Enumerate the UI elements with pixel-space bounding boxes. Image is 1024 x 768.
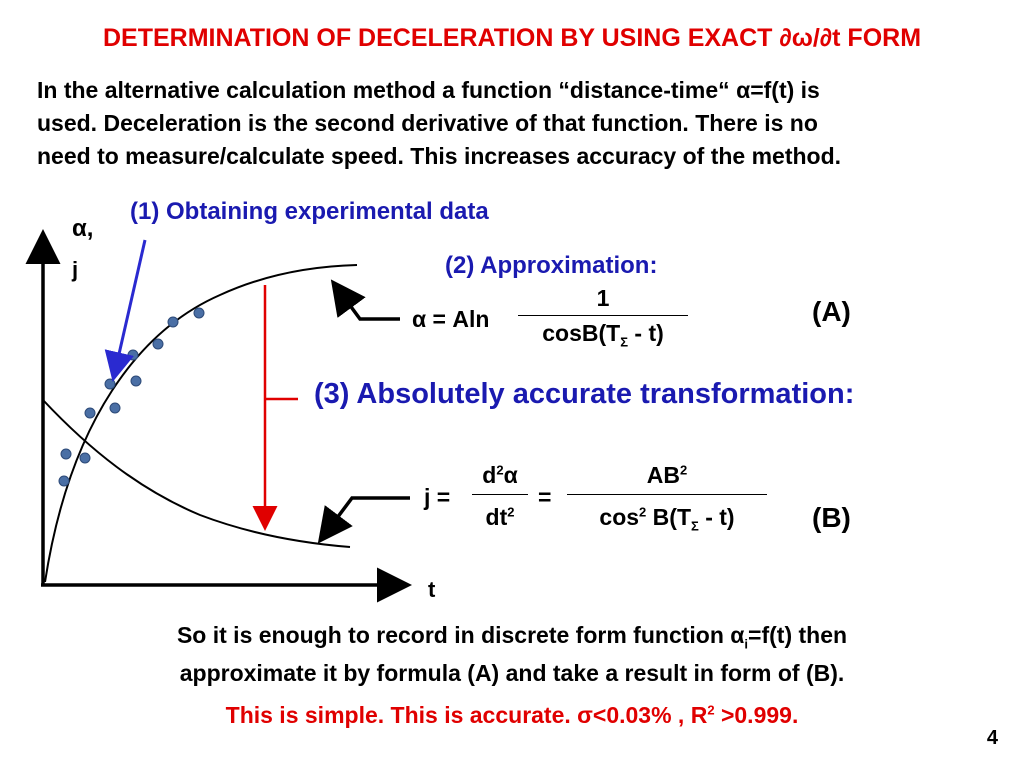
formula-b-equals: =	[538, 484, 552, 510]
intro-paragraph: In the alternative calculation method a …	[37, 74, 997, 173]
slide-title: DETERMINATION OF DECELERATION BY USING E…	[102, 24, 922, 52]
frac2-num-ab: AB	[646, 462, 680, 488]
footer-line-3-b: >0.999.	[714, 702, 799, 728]
connector-b	[317, 496, 410, 544]
footer-line-3: This is simple. This is accurate. σ<0.03…	[0, 702, 1024, 729]
connector-a	[330, 279, 400, 321]
data-point	[152, 338, 164, 350]
footer-line-2: approximate it by formula (A) and take a…	[179, 660, 845, 686]
footer-line-1: So it is enough to record in discrete fo…	[0, 622, 1024, 652]
formula-a-lhs: α = Aln	[412, 306, 490, 332]
frac1-num-sup: 2	[496, 462, 504, 478]
data-point	[167, 316, 179, 328]
formula-a-den-main: cosB(T	[542, 320, 621, 346]
formula-b-lhs: j =	[424, 484, 451, 510]
intro-line-2: used. Deceleration is the second derivat…	[37, 110, 818, 136]
formula-a-numerator: 1	[596, 285, 610, 311]
formula-a-fraction-bar	[518, 315, 688, 316]
footer-line-1-b: =f(t) then	[748, 622, 848, 648]
frac1-den-dt: dt	[485, 504, 508, 530]
x-axis-label: t	[428, 577, 436, 602]
formula-b-frac1-num: d2α	[470, 462, 530, 489]
formula-b-frac2-num: AB2	[567, 462, 767, 489]
step2-label: (2) Approximation:	[445, 252, 658, 279]
formula-b-frac1-den: dt2	[470, 504, 530, 531]
step1-label: (1) Obtaining experimental data	[130, 198, 489, 225]
formula-a-denominator: cosB(TΣ - t)	[518, 320, 688, 350]
footer-line-1-a: So it is enough to record in discrete fo…	[176, 622, 745, 648]
data-point	[79, 452, 91, 464]
data-point	[130, 375, 142, 387]
intro-line-3: need to measure/calculate speed. This in…	[37, 143, 842, 169]
alpha-curve	[44, 264, 358, 583]
formula-b-frac2-den: cos2 B(TΣ - t)	[567, 504, 767, 534]
frac1-num-tail: α	[503, 462, 518, 488]
intro-line-1: In the alternative calculation method a …	[37, 77, 820, 103]
j-curve	[42, 399, 351, 548]
frac2-den-cos: cos	[599, 504, 640, 530]
frac2-den-sub: Σ	[691, 518, 699, 534]
formula-a-den-tail: - t)	[628, 320, 664, 346]
frac1-num-d: d	[482, 462, 497, 488]
data-point	[127, 349, 139, 361]
frac2-den-sup: 2	[639, 504, 647, 520]
frac2-den-tail: - t)	[698, 504, 735, 530]
formula-a-tag: (A)	[812, 296, 851, 327]
formula-b-frac2-bar	[567, 494, 767, 495]
formula-b-tag: (B)	[812, 502, 851, 533]
data-point	[104, 378, 116, 390]
data-point	[109, 402, 121, 414]
y-axis-label-alpha: α,	[72, 215, 94, 242]
data-point	[58, 475, 70, 487]
data-point	[60, 448, 72, 460]
formula-a-den-sub: Σ	[620, 334, 628, 350]
experimental-points	[58, 307, 205, 487]
data-point	[84, 407, 96, 419]
footer-line-3-sup: 2	[707, 702, 715, 718]
footer-line-1-sub: i	[744, 636, 749, 652]
frac2-den-b: B(T	[646, 504, 691, 530]
page-number: 4	[986, 727, 998, 749]
blue-arrow	[104, 239, 147, 382]
frac1-den-sup: 2	[507, 504, 515, 520]
frac2-num-sup: 2	[680, 462, 688, 478]
step3-label: (3) Absolutely accurate transformation:	[314, 378, 855, 410]
formula-b-frac1-bar	[472, 494, 528, 495]
data-point	[193, 307, 205, 319]
footer-line-3-a: This is simple. This is accurate. σ<0.03…	[225, 702, 708, 728]
y-axis-label-j: j	[72, 257, 79, 282]
